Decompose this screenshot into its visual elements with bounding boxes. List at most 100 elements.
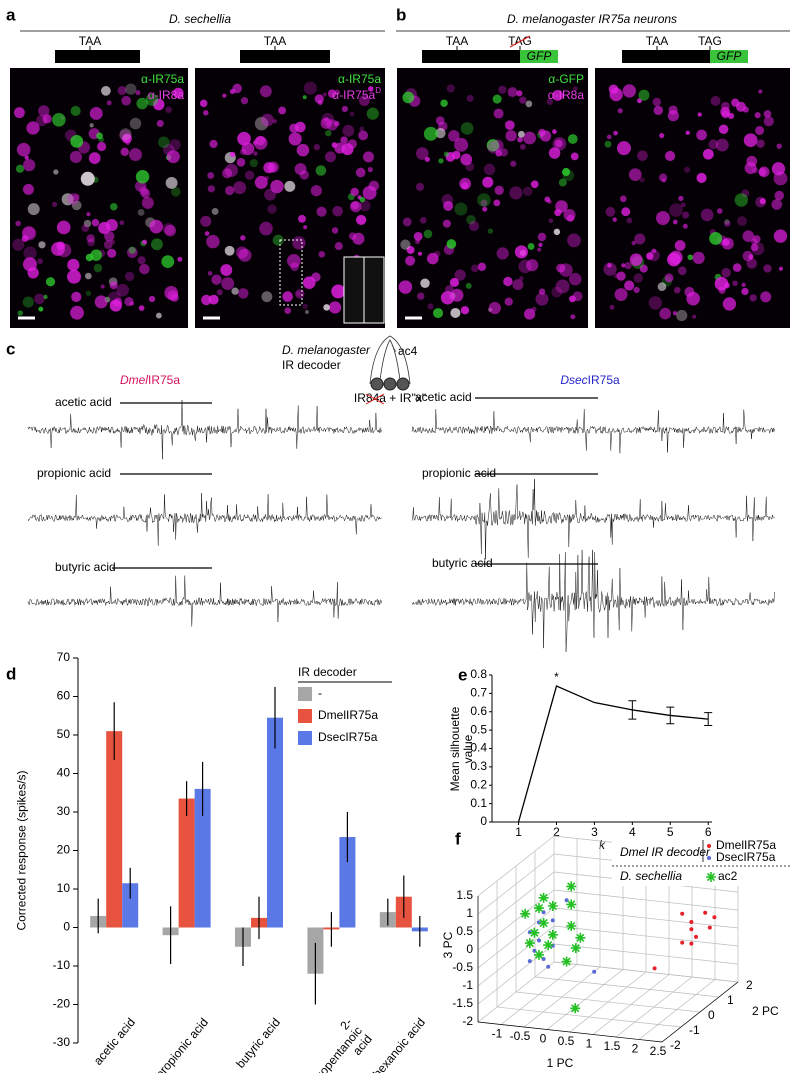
cell: [661, 178, 667, 183]
y-tick-label: 50: [57, 727, 71, 741]
cell: [522, 186, 533, 197]
line: [517, 685, 709, 823]
cell: [22, 226, 37, 241]
cell: [483, 163, 496, 176]
stain-text: α-IR75a: [332, 88, 375, 102]
cell: [616, 271, 626, 281]
cell: [340, 136, 348, 144]
cell: [261, 291, 273, 303]
cell: [682, 223, 688, 229]
cell: [288, 132, 302, 146]
cell: [89, 107, 103, 120]
cell: [477, 262, 487, 272]
cell: [325, 129, 332, 137]
cell: [622, 84, 636, 98]
cell: [310, 185, 322, 197]
cell: [170, 187, 181, 197]
cell: [155, 312, 162, 319]
cell: [420, 278, 430, 288]
point: [538, 892, 549, 903]
schematic-receptors: IR84a + IR"x": [354, 391, 426, 405]
point: [592, 969, 597, 974]
annotation: *: [554, 670, 559, 684]
cell: [487, 140, 501, 154]
cell: [423, 126, 438, 141]
cell: [750, 238, 758, 246]
x-tick-label: -1: [492, 1027, 503, 1041]
point: [703, 910, 708, 915]
point: [524, 938, 535, 949]
cell: [471, 264, 479, 273]
cell: [67, 193, 80, 205]
cell: [505, 130, 517, 142]
cell: [303, 81, 317, 95]
cell: [331, 284, 346, 299]
cell: [504, 297, 513, 306]
gene-name: DsecIR75a: [255, 49, 315, 63]
cell: [696, 129, 707, 141]
cell: [27, 203, 40, 216]
gfp-box: [520, 50, 558, 63]
cell: [34, 293, 45, 305]
cell: [26, 121, 40, 135]
cell: [303, 225, 308, 230]
x-axis-title: 1 PC: [547, 1056, 574, 1070]
cell: [100, 284, 105, 289]
z-tick-label: -1: [462, 978, 473, 992]
grid-line: [496, 1006, 682, 1028]
cell: [672, 311, 678, 316]
cell: [732, 263, 742, 272]
cell: [603, 262, 617, 276]
cell: [272, 234, 284, 246]
cell: [42, 114, 52, 124]
cell: [687, 254, 694, 261]
y-axis-title: Corrected response (spikes/s): [14, 769, 29, 931]
grid-line: [477, 871, 555, 933]
cell: [241, 142, 255, 156]
cell: [639, 264, 648, 273]
cell: [264, 176, 270, 181]
cell: [573, 86, 578, 91]
cell: [664, 273, 674, 283]
legend-swatch: [298, 709, 312, 723]
cell: [15, 164, 25, 173]
y-tick-label: 0: [480, 814, 487, 828]
odor-label: acetic acid: [415, 390, 472, 404]
cell: [207, 271, 213, 276]
cell: [106, 100, 112, 106]
cell: [203, 110, 209, 116]
cell: [423, 229, 433, 239]
cell: [741, 189, 750, 198]
cell: [708, 139, 719, 150]
cell: [604, 140, 612, 148]
grid-line: [553, 889, 739, 911]
cell: [676, 309, 688, 322]
legend-box: [612, 838, 790, 886]
cell: [56, 220, 71, 235]
cell: [496, 247, 509, 260]
cell: [493, 199, 501, 207]
cell: [110, 202, 118, 211]
cell: [359, 126, 365, 132]
cell: [659, 132, 665, 139]
cell: [432, 308, 444, 319]
cell: [449, 277, 460, 288]
gene-box: [240, 50, 330, 63]
cell: [445, 285, 454, 294]
cell: [570, 152, 579, 161]
legend-group: D. sechellia: [620, 869, 682, 883]
cell: [120, 147, 129, 157]
y-tick-label: 0: [708, 1008, 715, 1022]
cell: [692, 251, 705, 265]
cell: [448, 130, 460, 142]
cell: [278, 106, 287, 115]
x-axis-title: k: [599, 838, 606, 852]
cell: [302, 276, 316, 289]
cell: [137, 256, 146, 265]
cell: [454, 137, 469, 152]
cell: [504, 120, 515, 131]
cell: [355, 167, 366, 178]
cell: [208, 294, 219, 305]
point: [547, 901, 558, 911]
cell: [85, 272, 92, 280]
